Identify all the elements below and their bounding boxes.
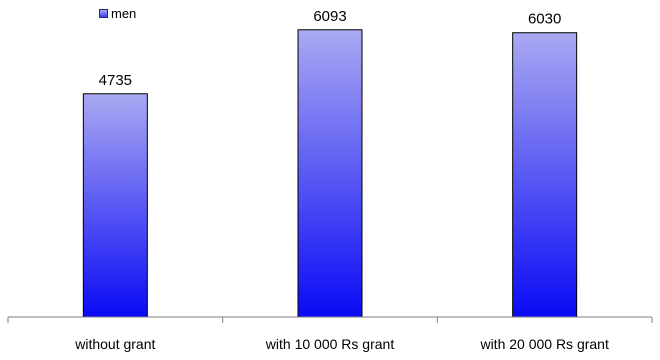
x-tick-label-1: with 10 000 Rs grant (265, 336, 395, 352)
bars-group (82, 29, 578, 318)
data-label-1: 6093 (313, 8, 346, 25)
bar-1 (297, 29, 363, 318)
bar-2 (512, 32, 578, 318)
bar-0 (82, 93, 148, 318)
data-labels-group: 4735 6093 6030 (99, 8, 562, 89)
legend-swatch-men (99, 9, 108, 18)
chart-legend: men (99, 6, 136, 21)
x-axis: without grant with 10 000 Rs grant with 20… (7, 316, 653, 352)
data-label-0: 4735 (99, 72, 132, 89)
x-tick-label-0: without grant (74, 336, 155, 352)
legend-label-men: men (111, 6, 137, 21)
x-tick-label-2: with 20 000 Rs grant (479, 336, 609, 352)
data-label-2: 6030 (528, 11, 561, 28)
